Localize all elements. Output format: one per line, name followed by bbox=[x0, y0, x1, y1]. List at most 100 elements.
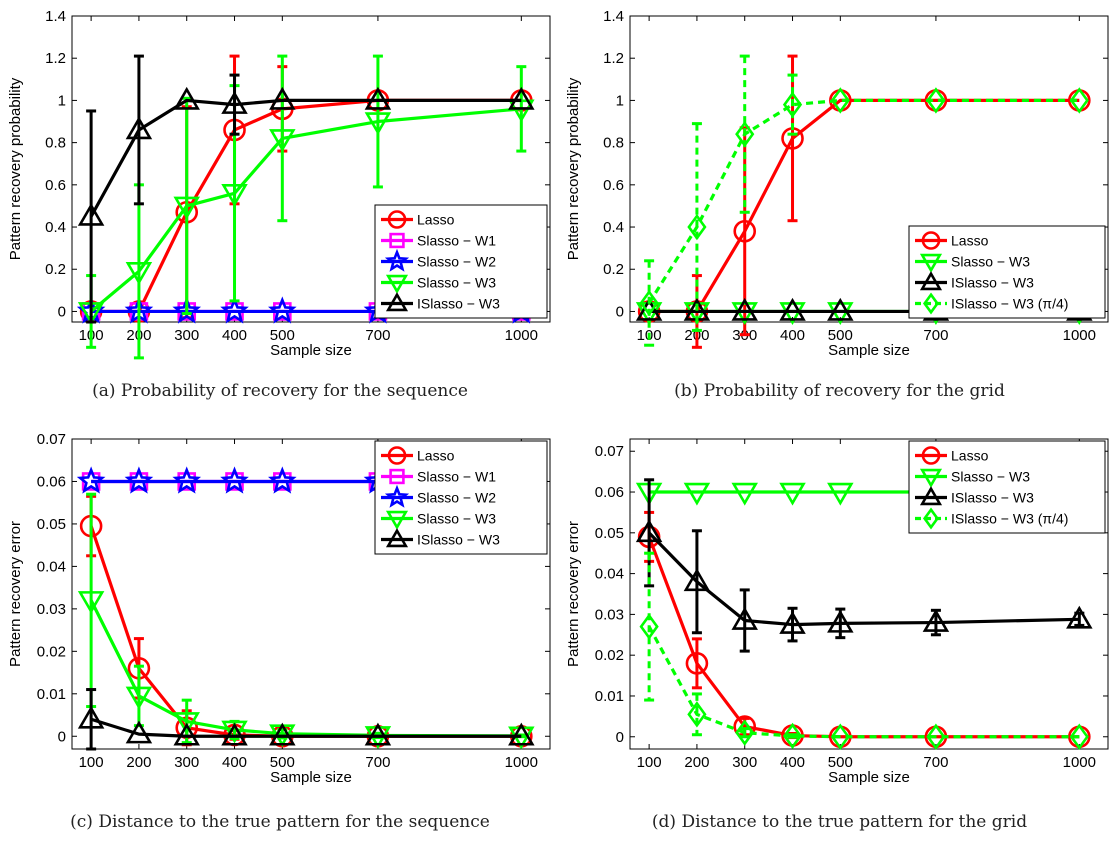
y-tick-label: 0.06 bbox=[595, 484, 624, 501]
legend-marker bbox=[385, 510, 409, 530]
data-point bbox=[731, 297, 758, 321]
legend-b: Lasso Slasso − W3 ISlasso − W3 ISlasso − W3… bbox=[908, 225, 1106, 319]
y-tick-label: 0.07 bbox=[595, 443, 624, 460]
legend-marker bbox=[922, 507, 940, 530]
panel-a: 00.20.40.60.811.21.410020030040050070010… bbox=[0, 0, 560, 370]
legend-label: Lasso bbox=[951, 448, 989, 464]
data-point bbox=[76, 466, 106, 494]
series-line bbox=[647, 625, 1080, 739]
legend-label: Slasso − W1 bbox=[417, 233, 496, 249]
x-tick-label: 1000 bbox=[505, 754, 538, 771]
y-axis-label: Pattern recovery error bbox=[565, 521, 582, 667]
x-tick-label: 1000 bbox=[505, 327, 538, 344]
y-tick-label: 0.04 bbox=[595, 566, 624, 583]
x-tick-label: 700 bbox=[365, 754, 390, 771]
y-tick-label: 0 bbox=[58, 303, 66, 320]
series-b-3 bbox=[639, 54, 1089, 347]
legend-label: Slasso − W2 bbox=[417, 254, 496, 270]
data-point bbox=[687, 213, 707, 241]
series-line bbox=[90, 107, 522, 313]
data-point bbox=[173, 712, 200, 735]
data-point bbox=[124, 466, 154, 494]
legend-label: Slasso − W3 bbox=[417, 275, 496, 291]
data-point bbox=[635, 519, 663, 543]
data-point bbox=[269, 86, 296, 110]
legend-marker bbox=[389, 232, 405, 249]
y-tick-label: 0.01 bbox=[37, 686, 66, 703]
data-point bbox=[782, 722, 803, 750]
data-point bbox=[364, 86, 392, 110]
data-point bbox=[125, 720, 153, 744]
x-tick-label: 1000 bbox=[1063, 754, 1096, 771]
legend-marker bbox=[385, 528, 409, 548]
data-point bbox=[172, 466, 202, 494]
y-tick-label: 1.2 bbox=[603, 50, 624, 67]
x-axis-label: Sample size bbox=[828, 769, 910, 786]
series-d-2 bbox=[635, 478, 1093, 653]
data-point bbox=[364, 112, 392, 136]
data-point bbox=[1066, 605, 1093, 629]
y-tick-label: 0.03 bbox=[37, 601, 66, 618]
y-tick-label: 0 bbox=[58, 728, 66, 745]
data-point bbox=[827, 482, 854, 506]
data-point bbox=[731, 482, 758, 506]
legend-label: Slasso − W1 bbox=[417, 469, 496, 485]
x-tick-label: 400 bbox=[780, 327, 805, 344]
y-tick-label: 1.4 bbox=[45, 8, 66, 25]
panel-b: 00.20.40.60.811.21.410020030040050070010… bbox=[560, 0, 1119, 370]
data-point bbox=[779, 610, 806, 634]
x-axis-label: Sample size bbox=[828, 342, 910, 359]
data-point bbox=[639, 289, 659, 317]
legend-marker bbox=[921, 446, 941, 465]
legend-label: ISlasso − W3 bbox=[951, 490, 1034, 506]
data-point bbox=[508, 86, 535, 110]
data-point bbox=[635, 297, 663, 321]
x-axis-label: Sample size bbox=[270, 769, 352, 786]
data-point bbox=[77, 705, 105, 729]
y-tick-label: 0.01 bbox=[595, 688, 624, 705]
y-tick-label: 0.06 bbox=[37, 473, 66, 490]
data-point bbox=[685, 652, 709, 675]
x-tick-label: 700 bbox=[365, 327, 390, 344]
data-point bbox=[220, 466, 249, 494]
data-point bbox=[125, 116, 153, 140]
legend-marker bbox=[384, 484, 410, 508]
data-point bbox=[735, 120, 755, 148]
data-point bbox=[827, 297, 854, 321]
data-point bbox=[77, 202, 105, 226]
data-point bbox=[639, 613, 659, 640]
legend-label: Lasso bbox=[951, 233, 989, 249]
data-point bbox=[172, 296, 202, 324]
y-tick-label: 0.04 bbox=[37, 558, 66, 575]
data-point bbox=[922, 608, 950, 632]
y-tick-label: 0 bbox=[616, 729, 624, 746]
y-tick-label: 1 bbox=[58, 92, 66, 109]
x-tick-label: 400 bbox=[222, 754, 247, 771]
data-point bbox=[173, 722, 200, 746]
x-tick-label: 500 bbox=[828, 754, 853, 771]
legend-marker bbox=[385, 274, 409, 294]
x-tick-label: 400 bbox=[780, 754, 805, 771]
legend-c: Lasso Slasso − W1 Slasso − W2 Slasso − W3 IS… bbox=[374, 440, 548, 555]
legend-marker bbox=[919, 486, 943, 506]
y-tick-label: 0.6 bbox=[603, 177, 624, 194]
x-tick-label: 100 bbox=[79, 754, 104, 771]
legend-label: Slasso − W2 bbox=[417, 490, 496, 506]
legend-marker bbox=[384, 248, 410, 272]
y-tick-label: 0.2 bbox=[45, 261, 66, 278]
chart-b: 00.20.40.60.811.21.410020030040050070010… bbox=[565, 8, 1109, 359]
data-point bbox=[779, 482, 806, 506]
x-tick-label: 100 bbox=[637, 754, 662, 771]
chart-c: 0 0.01 0.02 0.03 0.04 0.05 0.06 0.07 100 200 300 40… bbox=[7, 431, 551, 786]
y-tick-label: 0.8 bbox=[603, 135, 624, 152]
x-tick-label: 1000 bbox=[1063, 327, 1096, 344]
data-point bbox=[687, 701, 707, 728]
legend-label: Slasso − W3 bbox=[951, 254, 1030, 270]
data-point bbox=[269, 129, 296, 152]
x-tick-label: 700 bbox=[923, 327, 948, 344]
data-point bbox=[1069, 723, 1089, 750]
y-tick-label: 1.4 bbox=[603, 8, 624, 25]
data-point bbox=[827, 609, 854, 633]
data-point bbox=[77, 591, 105, 614]
y-tick-label: 0 bbox=[616, 303, 624, 320]
